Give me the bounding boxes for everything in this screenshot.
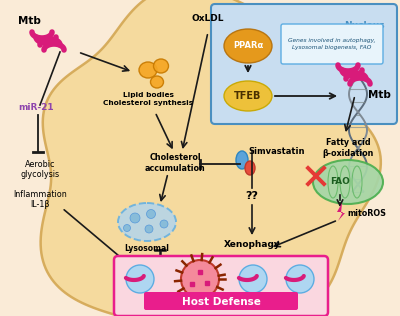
Polygon shape xyxy=(337,203,345,221)
Ellipse shape xyxy=(146,210,156,218)
Text: FAO: FAO xyxy=(330,178,350,186)
Text: Genes involved in autophagy,
Lysosomal biogenesis, FAO: Genes involved in autophagy, Lysosomal b… xyxy=(288,39,376,50)
FancyBboxPatch shape xyxy=(144,292,298,310)
Text: PPARα: PPARα xyxy=(233,41,263,51)
Text: Host Defense: Host Defense xyxy=(182,297,260,307)
Text: Lipid bodies
Cholesterol synthesis: Lipid bodies Cholesterol synthesis xyxy=(103,92,193,106)
Text: Mtb: Mtb xyxy=(368,90,391,100)
Text: Fatty acid
β-oxidation: Fatty acid β-oxidation xyxy=(322,138,374,158)
Text: ??: ?? xyxy=(246,191,258,201)
Ellipse shape xyxy=(224,81,272,111)
FancyBboxPatch shape xyxy=(114,256,328,316)
Circle shape xyxy=(181,260,219,298)
Ellipse shape xyxy=(130,213,140,223)
Circle shape xyxy=(126,265,154,293)
Text: Mtb: Mtb xyxy=(18,16,41,26)
Circle shape xyxy=(286,265,314,293)
Ellipse shape xyxy=(124,224,130,232)
Text: OxLDL: OxLDL xyxy=(192,14,224,23)
Text: Cholesterol
accumulation: Cholesterol accumulation xyxy=(145,153,205,173)
Ellipse shape xyxy=(236,151,248,169)
Text: Lysosomal
dysfunction: Lysosomal dysfunction xyxy=(122,244,172,264)
Ellipse shape xyxy=(145,225,153,233)
Text: Inflammation
IL-1β: Inflammation IL-1β xyxy=(13,190,67,210)
Text: Nucleus: Nucleus xyxy=(344,21,385,30)
Text: TFEB: TFEB xyxy=(234,91,262,101)
Text: miR-21: miR-21 xyxy=(18,104,54,112)
Ellipse shape xyxy=(224,29,272,63)
Text: Simvastatin: Simvastatin xyxy=(248,148,304,156)
FancyBboxPatch shape xyxy=(211,4,397,124)
FancyBboxPatch shape xyxy=(281,24,383,64)
Ellipse shape xyxy=(154,59,168,73)
Ellipse shape xyxy=(160,220,168,228)
Text: Aerobic
glycolysis: Aerobic glycolysis xyxy=(20,160,60,179)
Ellipse shape xyxy=(313,160,383,204)
Ellipse shape xyxy=(118,203,176,241)
Text: Xenophagy: Xenophagy xyxy=(224,240,280,249)
Text: mitoROS: mitoROS xyxy=(347,210,386,218)
Circle shape xyxy=(239,265,267,293)
Ellipse shape xyxy=(139,62,157,78)
Ellipse shape xyxy=(150,76,164,88)
Polygon shape xyxy=(41,0,381,316)
Ellipse shape xyxy=(245,161,255,175)
